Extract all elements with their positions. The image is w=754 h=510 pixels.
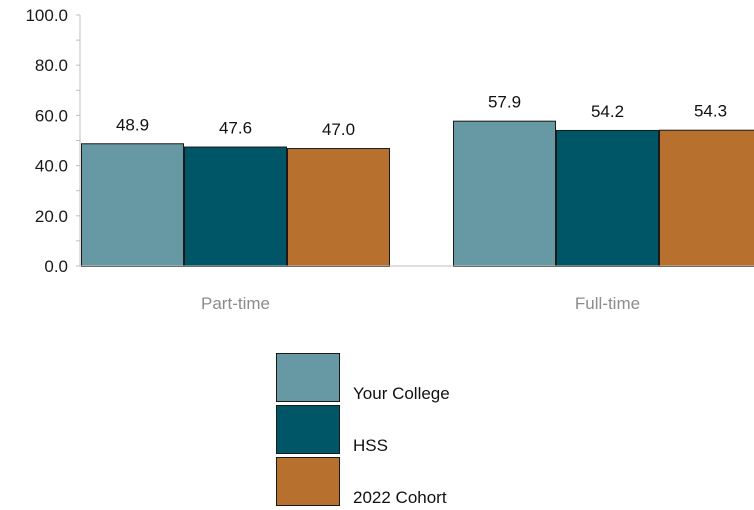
data-labels: 48.9 47.6 47.0 57.9 54.2 54.3 [116, 93, 727, 139]
bar [81, 143, 184, 267]
bar [556, 129, 659, 267]
bar [453, 120, 556, 267]
legend-swatch [276, 457, 340, 506]
bar [287, 148, 390, 267]
bar [184, 146, 287, 267]
data-label: 54.2 [591, 102, 624, 121]
y-tick-label: 40.0 [35, 157, 68, 176]
data-label: 48.9 [116, 115, 149, 134]
legend-label: 2022 Cohort [353, 488, 447, 507]
data-label: 54.3 [694, 102, 727, 121]
legend-label: HSS [353, 436, 388, 455]
data-label: 57.9 [488, 93, 521, 112]
bar [659, 129, 754, 267]
y-tick-label: 80.0 [35, 56, 68, 75]
legend-swatch [276, 405, 340, 454]
y-tick-label: 60.0 [35, 106, 68, 125]
y-tick-label: 100.0 [25, 6, 68, 25]
data-label: 47.0 [322, 120, 355, 139]
y-tick-label: 20.0 [35, 207, 68, 226]
legend-swatch [276, 353, 340, 402]
y-tick-label: 0.0 [44, 257, 68, 276]
bars [81, 120, 754, 267]
x-axis: Part-time Full-time [80, 265, 754, 313]
x-tick-label: Part-time [201, 294, 270, 313]
legend-label: Your College [353, 384, 450, 403]
legend: Your College HSS 2022 Cohort [276, 353, 450, 507]
data-label: 47.6 [219, 119, 252, 138]
x-tick-label: Full-time [575, 294, 640, 313]
y-axis: 0.0 20.0 40.0 60.0 80.0 100.0 [25, 6, 81, 276]
